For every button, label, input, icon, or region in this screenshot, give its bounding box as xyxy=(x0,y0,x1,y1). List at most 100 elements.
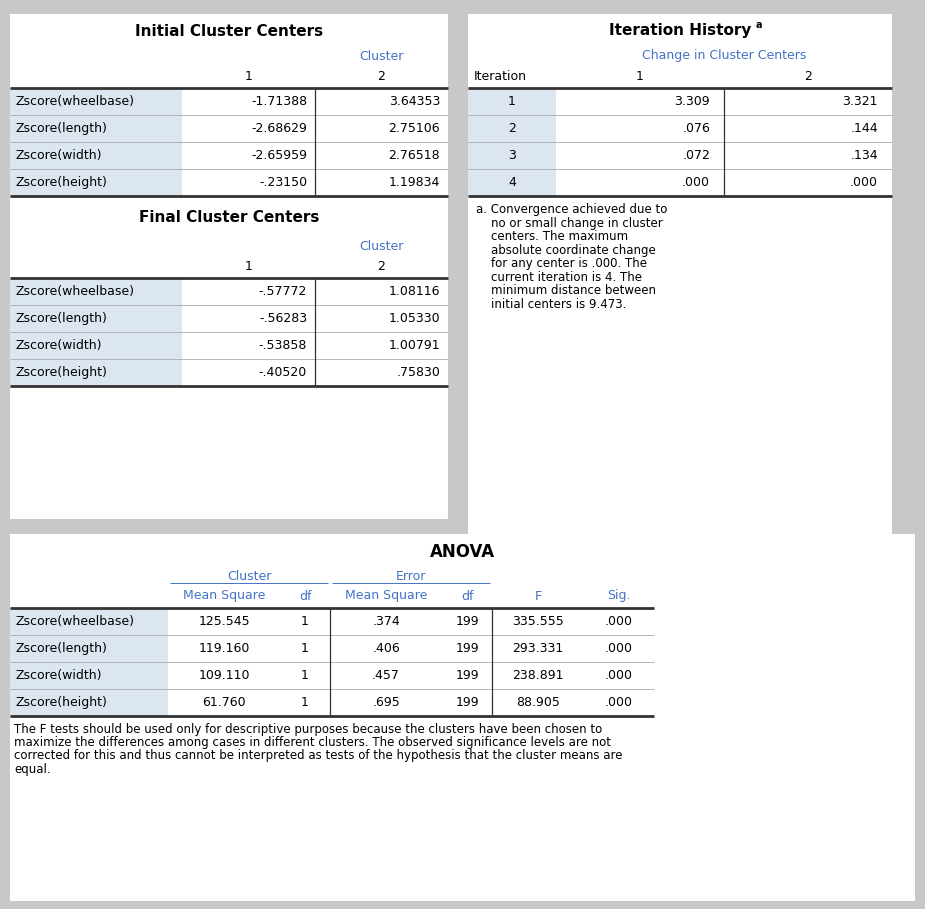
Bar xyxy=(468,88,556,115)
Bar xyxy=(10,608,168,635)
Text: -2.68629: -2.68629 xyxy=(251,122,307,135)
Text: -.56283: -.56283 xyxy=(259,312,307,325)
Bar xyxy=(168,662,280,689)
Bar xyxy=(724,88,892,115)
Text: 1: 1 xyxy=(301,696,309,709)
Bar xyxy=(315,142,448,169)
Text: .000: .000 xyxy=(850,176,878,189)
Text: .072: .072 xyxy=(682,149,710,162)
Text: Iteration: Iteration xyxy=(474,69,527,83)
Bar xyxy=(182,169,315,196)
Text: 335.555: 335.555 xyxy=(512,615,564,628)
Text: -.23150: -.23150 xyxy=(259,176,307,189)
Text: .75830: .75830 xyxy=(396,366,440,379)
Bar xyxy=(182,332,315,359)
Bar xyxy=(584,662,654,689)
Text: 4: 4 xyxy=(508,176,516,189)
Text: F: F xyxy=(535,590,541,603)
Text: 2: 2 xyxy=(377,259,386,273)
Text: Zscore(wheelbase): Zscore(wheelbase) xyxy=(16,95,135,108)
Bar xyxy=(182,305,315,332)
Bar xyxy=(168,608,280,635)
Text: 199: 199 xyxy=(455,669,479,682)
Bar xyxy=(556,169,724,196)
Bar xyxy=(330,689,442,716)
Text: equal.: equal. xyxy=(14,763,51,776)
Text: -2.65959: -2.65959 xyxy=(251,149,307,162)
Bar xyxy=(330,635,442,662)
Text: Zscore(height): Zscore(height) xyxy=(16,176,108,189)
Bar xyxy=(10,662,168,689)
Text: a. Convergence achieved due to: a. Convergence achieved due to xyxy=(476,204,667,216)
Text: corrected for this and thus cannot be interpreted as tests of the hypothesis tha: corrected for this and thus cannot be in… xyxy=(14,750,623,763)
Bar xyxy=(315,88,448,115)
Text: Zscore(width): Zscore(width) xyxy=(16,339,103,352)
Text: 3: 3 xyxy=(508,149,516,162)
Bar xyxy=(584,635,654,662)
Text: The F tests should be used only for descriptive purposes because the clusters ha: The F tests should be used only for desc… xyxy=(14,723,602,735)
Text: Zscore(height): Zscore(height) xyxy=(16,366,108,379)
Text: 1.08116: 1.08116 xyxy=(388,285,440,298)
Text: Initial Cluster Centers: Initial Cluster Centers xyxy=(135,24,323,38)
Text: minimum distance between: minimum distance between xyxy=(476,285,656,297)
Text: centers. The maximum: centers. The maximum xyxy=(476,231,628,244)
Bar xyxy=(10,689,168,716)
Text: 2.75106: 2.75106 xyxy=(388,122,440,135)
Bar xyxy=(468,169,556,196)
Text: 1: 1 xyxy=(301,615,309,628)
Bar xyxy=(442,689,492,716)
Bar xyxy=(280,689,330,716)
Text: .406: .406 xyxy=(372,642,400,655)
Bar xyxy=(442,608,492,635)
Bar xyxy=(724,169,892,196)
Bar xyxy=(182,278,315,305)
Text: .076: .076 xyxy=(682,122,710,135)
Text: current iteration is 4. The: current iteration is 4. The xyxy=(476,271,642,284)
Text: for any center is .000. The: for any center is .000. The xyxy=(476,257,647,271)
Text: 2.76518: 2.76518 xyxy=(388,149,440,162)
Text: .000: .000 xyxy=(682,176,710,189)
Text: 1.00791: 1.00791 xyxy=(388,339,440,352)
Bar xyxy=(168,635,280,662)
Bar xyxy=(10,14,448,519)
Bar xyxy=(280,608,330,635)
Bar xyxy=(315,278,448,305)
Text: 199: 199 xyxy=(455,642,479,655)
Text: Zscore(length): Zscore(length) xyxy=(16,312,108,325)
Text: 3.309: 3.309 xyxy=(674,95,710,108)
Text: 1: 1 xyxy=(244,69,253,83)
Bar xyxy=(330,662,442,689)
Text: 1.19834: 1.19834 xyxy=(388,176,440,189)
Bar xyxy=(584,608,654,635)
Text: 199: 199 xyxy=(455,696,479,709)
Text: .374: .374 xyxy=(372,615,400,628)
Bar xyxy=(10,635,168,662)
Bar xyxy=(10,359,182,386)
Bar xyxy=(724,115,892,142)
Text: 238.891: 238.891 xyxy=(512,669,563,682)
Bar xyxy=(724,142,892,169)
Bar xyxy=(492,662,584,689)
Text: Error: Error xyxy=(396,570,426,583)
Text: .000: .000 xyxy=(605,669,633,682)
Text: 119.160: 119.160 xyxy=(198,642,250,655)
Text: Zscore(width): Zscore(width) xyxy=(16,669,103,682)
Text: .000: .000 xyxy=(605,642,633,655)
Text: Zscore(width): Zscore(width) xyxy=(16,149,103,162)
Text: df: df xyxy=(461,590,474,603)
Text: Mean Square: Mean Square xyxy=(183,590,265,603)
Text: Zscore(wheelbase): Zscore(wheelbase) xyxy=(16,615,135,628)
Bar xyxy=(584,689,654,716)
Bar xyxy=(442,662,492,689)
Text: Iteration History: Iteration History xyxy=(609,24,751,38)
Bar xyxy=(492,689,584,716)
Text: Cluster: Cluster xyxy=(359,49,403,63)
Text: df: df xyxy=(299,590,311,603)
Text: .134: .134 xyxy=(850,149,878,162)
Text: .000: .000 xyxy=(605,615,633,628)
Text: a: a xyxy=(756,20,762,30)
Text: Zscore(length): Zscore(length) xyxy=(16,122,108,135)
Text: -.40520: -.40520 xyxy=(259,366,307,379)
Text: 2: 2 xyxy=(377,69,386,83)
Bar xyxy=(556,88,724,115)
